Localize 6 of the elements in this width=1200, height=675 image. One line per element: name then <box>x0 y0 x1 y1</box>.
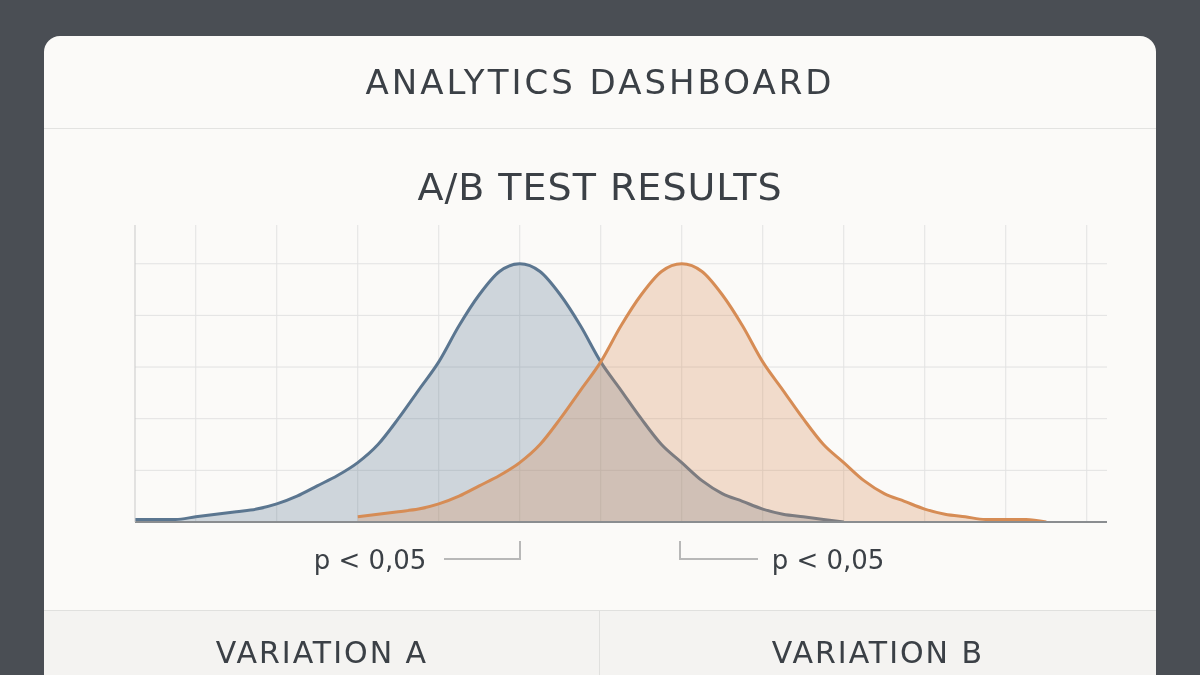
chart-subtitle: A/B TEST RESULTS <box>416 165 784 209</box>
text: p < 0,05 <box>770 545 886 575</box>
text: VARIATION B <box>770 635 986 670</box>
text: VARIATION A <box>214 635 430 670</box>
chart-title: ANALYTICS DASHBOARD <box>364 62 836 102</box>
text: p < 0,05 <box>312 545 428 575</box>
